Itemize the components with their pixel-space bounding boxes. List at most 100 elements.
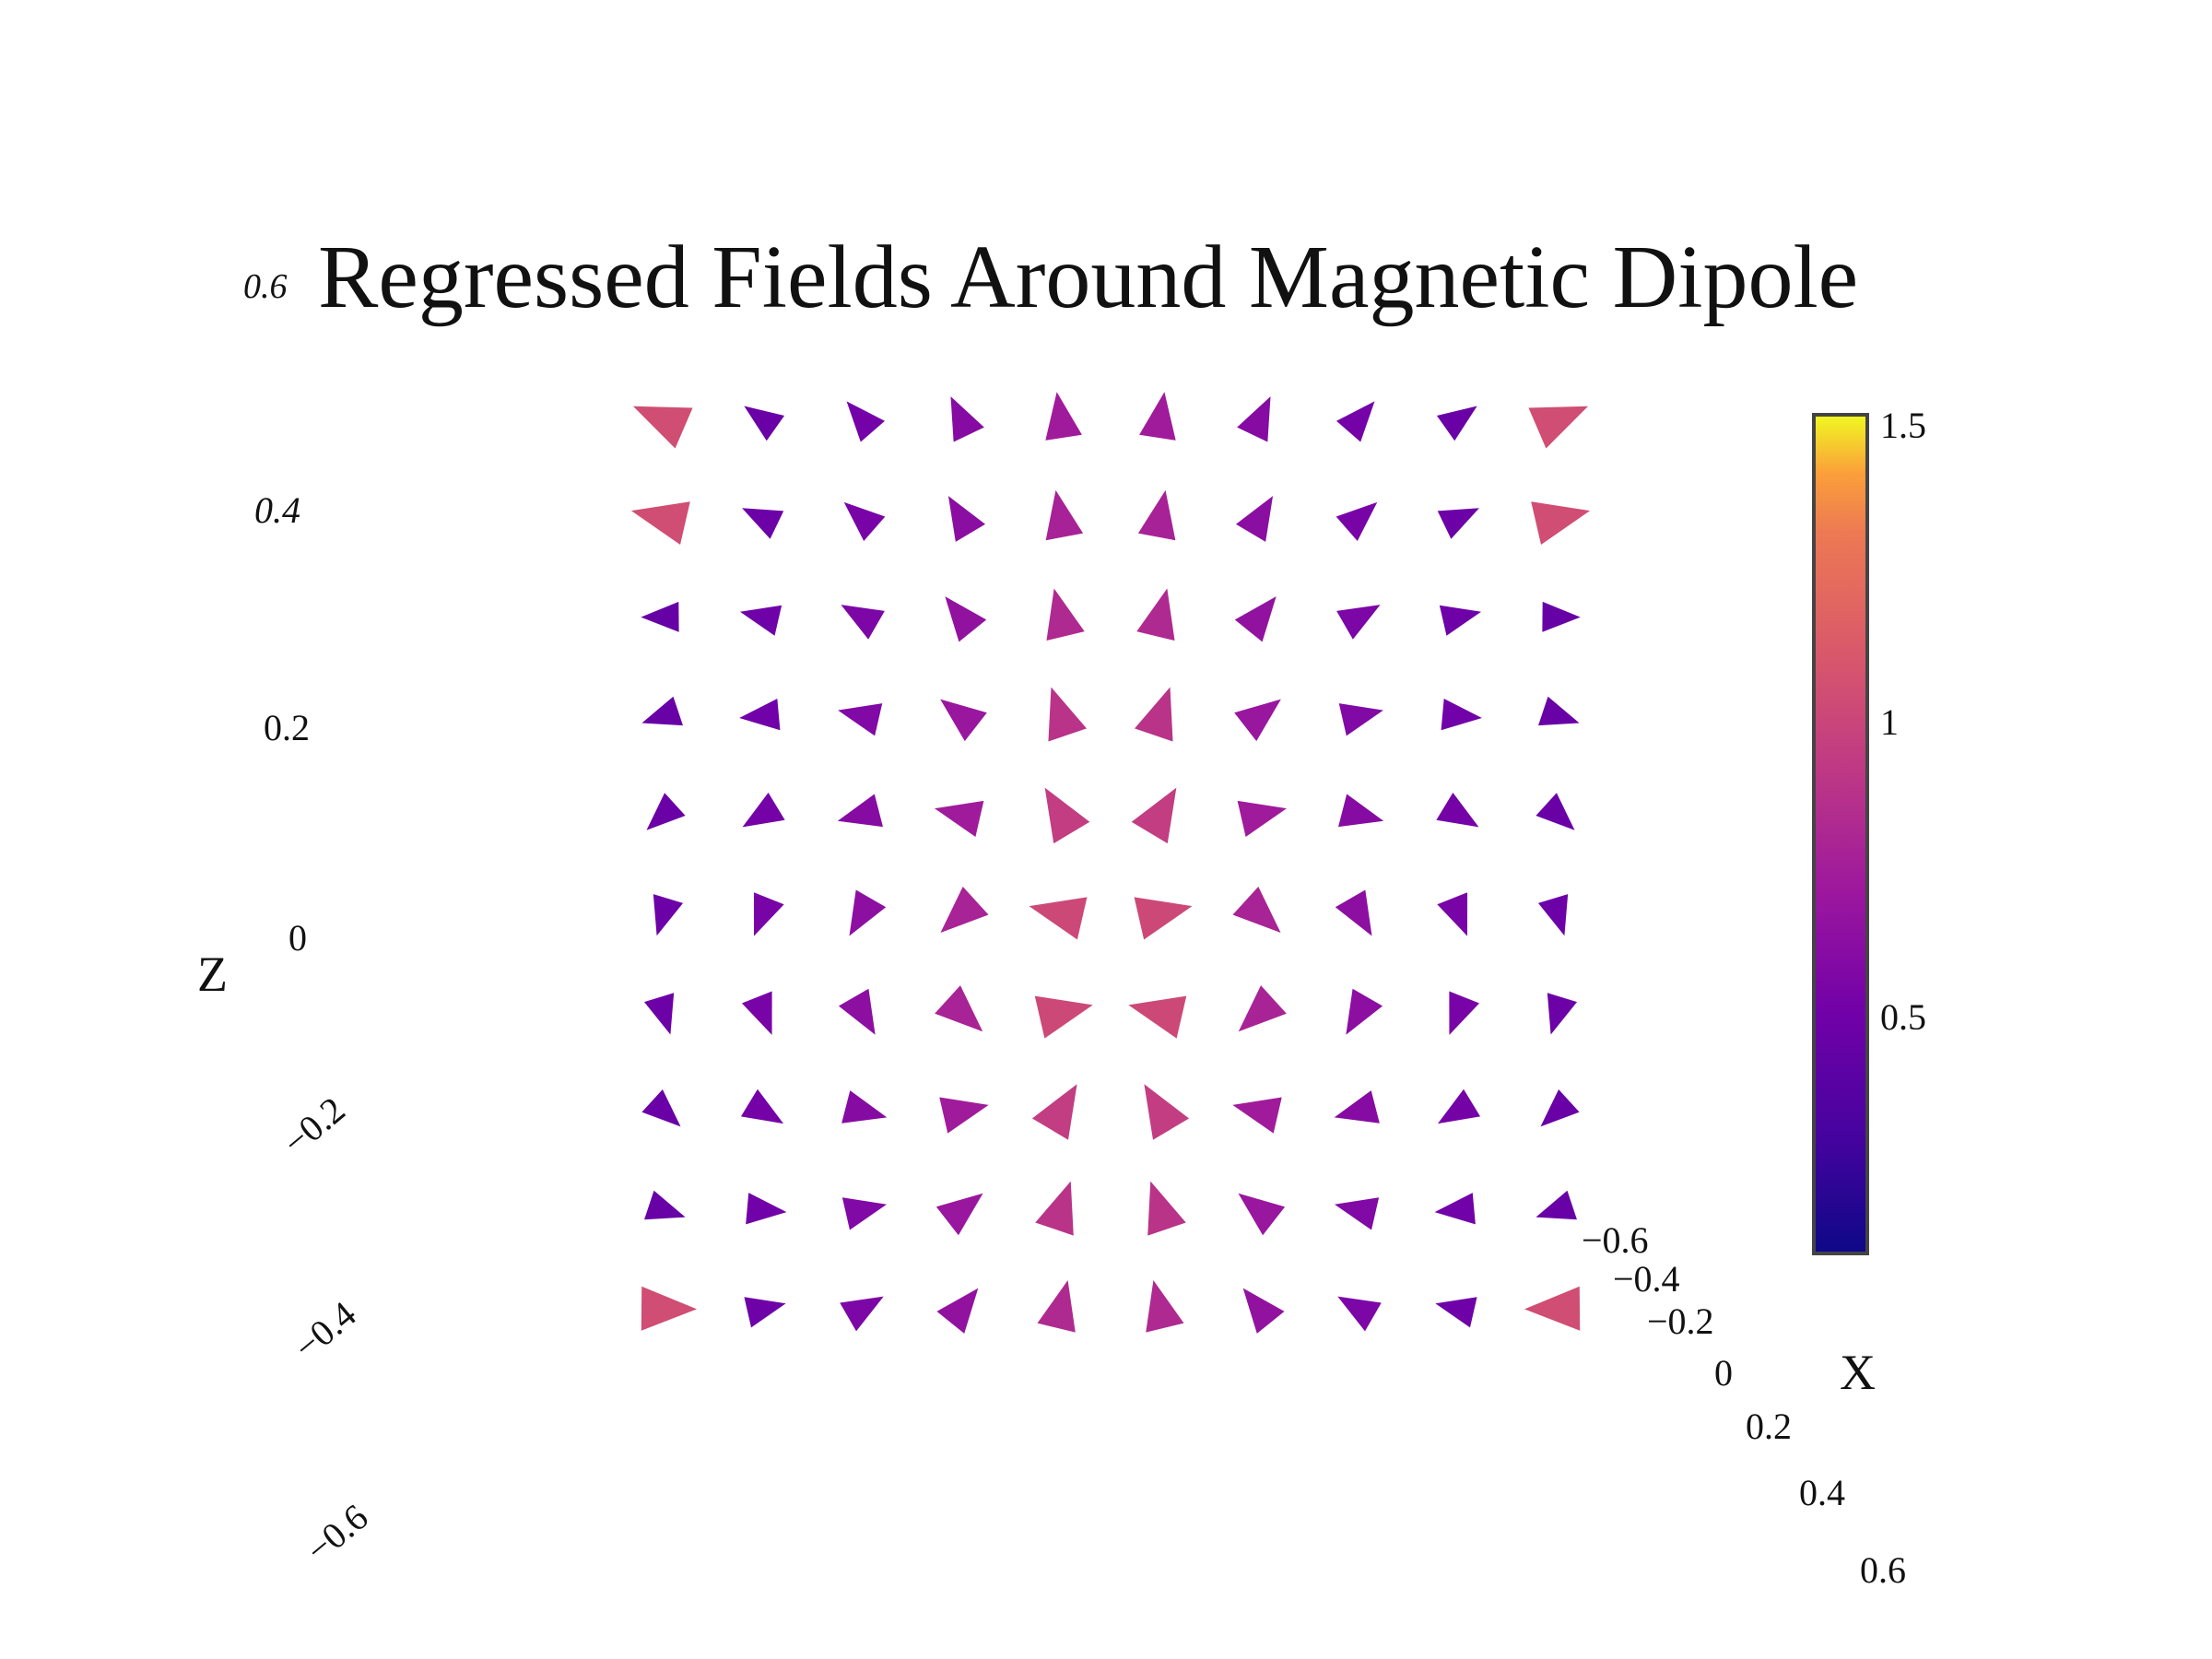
field-cone (1346, 988, 1383, 1035)
field-cone (940, 699, 987, 742)
z-tick-label: 0.6 (243, 267, 288, 306)
field-cone (1048, 687, 1087, 742)
field-cone (1436, 406, 1477, 441)
field-cone (1335, 501, 1378, 541)
field-cone (641, 1286, 697, 1331)
field-cone (1037, 1280, 1076, 1333)
z-axis-title: Z (197, 947, 228, 1002)
field-cone (643, 993, 675, 1035)
field-cone (1238, 1193, 1286, 1236)
colorbar (1812, 413, 1869, 1255)
field-cone (1538, 696, 1580, 726)
field-cone (1034, 995, 1093, 1039)
field-cone (1046, 588, 1085, 641)
field-cone (1441, 699, 1482, 731)
field-cone (846, 401, 886, 442)
field-cone (1436, 793, 1479, 828)
field-cone (1439, 605, 1482, 636)
field-cone (1134, 897, 1193, 940)
field-cone (741, 991, 772, 1035)
field-cone (739, 605, 782, 636)
field-cone (1535, 793, 1575, 830)
field-cone (841, 605, 885, 640)
field-cone (739, 699, 781, 731)
field-cone (940, 886, 989, 933)
z-tick-label: 0.4 (254, 489, 300, 531)
x-tick-label: 0.4 (1799, 1472, 1845, 1513)
x-tick-label: −0.4 (1613, 1258, 1680, 1300)
field-cone (1035, 1181, 1074, 1236)
field-cone (1437, 892, 1468, 936)
field-cone (1535, 1190, 1577, 1220)
field-cone (935, 985, 983, 1032)
field-cone (1237, 396, 1271, 442)
field-cones (630, 392, 1591, 1334)
field-cone (1144, 1084, 1190, 1140)
z-tick-label: 0.2 (264, 707, 310, 748)
field-cone (1235, 496, 1274, 542)
field-cone (1531, 501, 1591, 545)
field-cone (1136, 588, 1175, 641)
field-cone (1542, 601, 1581, 632)
field-cone (1044, 787, 1090, 844)
field-cone (1242, 1288, 1285, 1334)
field-cone (1334, 1090, 1380, 1124)
field-cone (1336, 605, 1381, 640)
field-cone (630, 501, 690, 545)
chart-title: Regressed Fields Around Magnetic Dipole (318, 228, 1859, 327)
x-tick-label: 0.2 (1746, 1406, 1792, 1447)
field-cone (1031, 1084, 1077, 1140)
field-cone (1528, 406, 1589, 449)
field-cone (641, 1088, 681, 1127)
field-cone (1232, 1097, 1282, 1134)
field-cone (632, 406, 693, 449)
field-cone (1449, 991, 1480, 1035)
colorbar-tick-label: 1 (1880, 701, 1899, 743)
x-tick-label: −0.6 (1582, 1219, 1649, 1261)
field-cone (840, 1296, 884, 1332)
x-tick-label: 0.6 (1860, 1549, 1906, 1591)
field-cone (740, 1088, 784, 1124)
field-cone (644, 1190, 686, 1220)
field-cone (1338, 794, 1384, 828)
field-cone (838, 988, 876, 1035)
field-cone (1337, 1296, 1382, 1332)
field-cone (1338, 703, 1383, 736)
field-cone (1435, 1297, 1477, 1328)
field-cone (646, 793, 686, 830)
field-cone (1547, 993, 1578, 1035)
field-cone (1146, 1280, 1184, 1333)
field-cone (1234, 596, 1277, 642)
field-cone (935, 1193, 983, 1236)
field-cone (1147, 1181, 1186, 1236)
field-cone (1135, 687, 1173, 742)
field-cone (936, 1288, 979, 1334)
field-cone (934, 800, 984, 837)
colorbar-tick-label: 1.5 (1880, 405, 1926, 446)
field-cone (641, 601, 679, 632)
field-cone (1139, 392, 1176, 441)
field-cone (841, 1090, 888, 1124)
field-cone (744, 406, 785, 441)
field-cone (1434, 1193, 1476, 1225)
field-cone (945, 596, 987, 642)
field-cone (742, 793, 785, 828)
field-cone (1131, 787, 1177, 844)
field-cone (1437, 1088, 1481, 1124)
field-cone (939, 1097, 989, 1134)
field-cone (947, 496, 986, 542)
field-cone (1237, 800, 1288, 837)
field-cone (1137, 489, 1176, 541)
field-cone (1540, 1088, 1580, 1127)
field-cone (1029, 897, 1088, 940)
x-axis-title: X (1840, 1345, 1876, 1400)
z-tick-label: 0 (288, 917, 307, 959)
field-cone (1234, 699, 1281, 742)
field-cone (746, 1193, 787, 1225)
field-cone (1238, 985, 1287, 1032)
field-cone (1128, 995, 1187, 1039)
field-cone (1524, 1286, 1581, 1331)
field-cone (1437, 508, 1479, 539)
field-cone (744, 1297, 786, 1328)
